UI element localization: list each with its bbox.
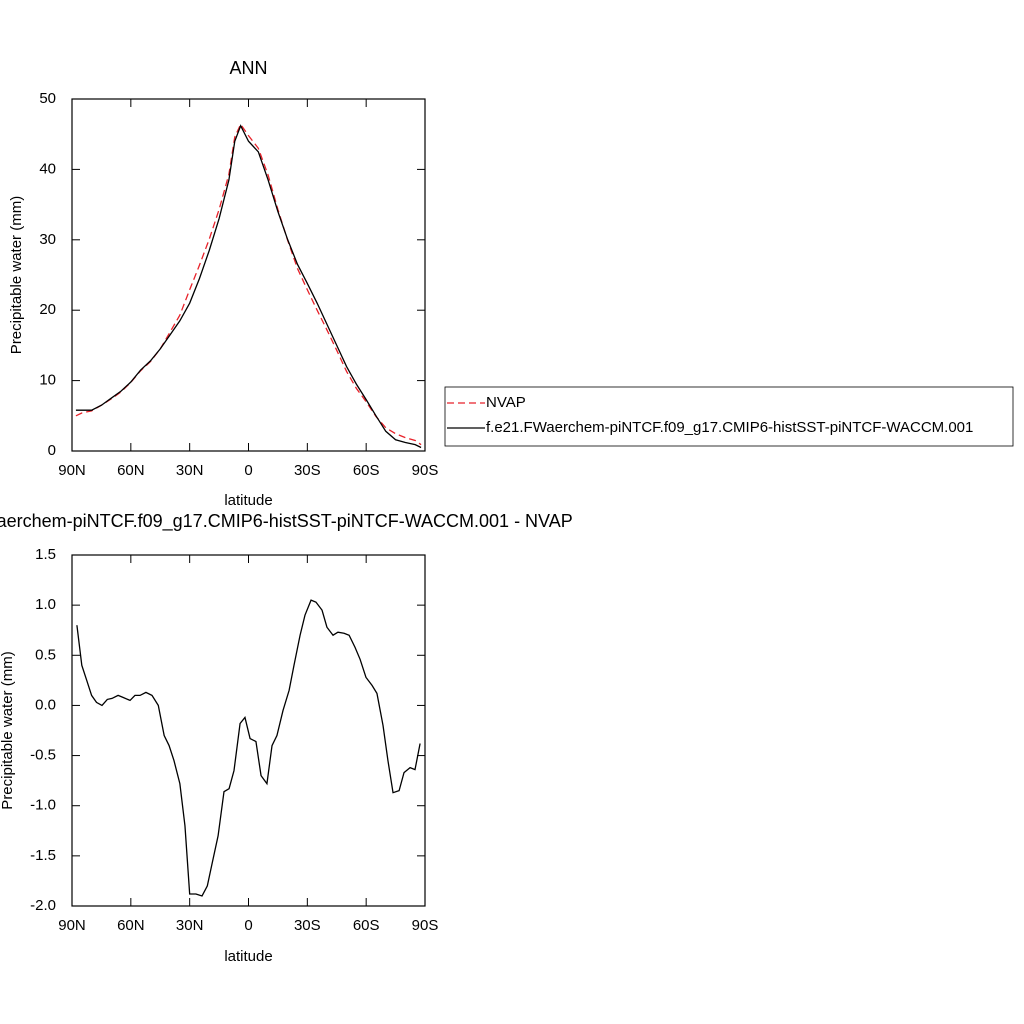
x-axis-label: latitude xyxy=(224,948,272,965)
legend-box xyxy=(444,386,1014,447)
y-tick-label: 0.5 xyxy=(35,646,56,663)
y-tick-label: -2.0 xyxy=(30,897,56,914)
x-tick-label: 30S xyxy=(294,462,321,479)
x-tick-label: 30N xyxy=(176,462,204,479)
y-tick-label: 30 xyxy=(39,231,56,248)
y-tick-label: 20 xyxy=(39,301,56,318)
x-tick-label: 90S xyxy=(412,917,439,934)
x-tick-label: 90N xyxy=(58,462,86,479)
y-tick-label: 50 xyxy=(39,90,56,107)
x-tick-label: 60S xyxy=(353,462,380,479)
y-tick-label: -1.5 xyxy=(30,847,56,864)
y-tick-label: -1.0 xyxy=(30,797,56,814)
y-tick-label: 10 xyxy=(39,372,56,389)
data-line xyxy=(76,599,421,897)
plot-frame xyxy=(71,554,426,907)
x-tick-label: 90S xyxy=(412,462,439,479)
x-tick-label: 0 xyxy=(244,462,252,479)
y-tick-label: 0 xyxy=(48,442,56,459)
x-tick-label: 30N xyxy=(176,917,204,934)
y-tick-label: -0.5 xyxy=(30,747,56,764)
chart-title: ANN xyxy=(229,58,267,78)
y-axis-label: Precipitable water (mm) xyxy=(8,196,25,354)
data-line xyxy=(75,124,422,449)
y-axis-label: Precipitable water (mm) xyxy=(0,651,16,809)
x-axis-label: latitude xyxy=(224,492,272,509)
x-tick-label: 0 xyxy=(244,917,252,934)
y-tick-label: 1.5 xyxy=(35,546,56,563)
legend-label: NVAP xyxy=(486,394,526,411)
plot-frame xyxy=(71,98,426,452)
chart-title: f.e21.FWaerchem-piNTCF.f09_g17.CMIP6-his… xyxy=(0,511,573,532)
x-tick-label: 90N xyxy=(58,917,86,934)
legend-label: f.e21.FWaerchem-piNTCF.f09_g17.CMIP6-his… xyxy=(486,419,973,436)
y-tick-label: 40 xyxy=(39,160,56,177)
x-tick-label: 60S xyxy=(353,917,380,934)
data-line xyxy=(75,123,422,446)
x-tick-label: 60N xyxy=(117,462,145,479)
y-tick-label: 0.0 xyxy=(35,696,56,713)
x-tick-label: 30S xyxy=(294,917,321,934)
y-tick-label: 1.0 xyxy=(35,596,56,613)
x-tick-label: 60N xyxy=(117,917,145,934)
